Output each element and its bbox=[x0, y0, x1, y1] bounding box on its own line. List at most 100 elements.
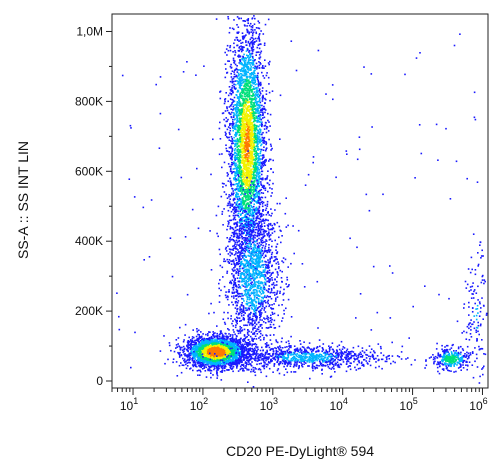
event-dot bbox=[246, 101, 248, 103]
event-dot bbox=[203, 356, 205, 359]
event-dot bbox=[200, 351, 202, 353]
event-dot bbox=[252, 163, 254, 165]
event-dot bbox=[245, 365, 247, 367]
event-dot bbox=[229, 360, 231, 362]
event-dot bbox=[213, 346, 216, 348]
event-dot bbox=[183, 348, 186, 350]
event-dot bbox=[233, 140, 235, 142]
event-dot bbox=[176, 346, 178, 348]
event-dot bbox=[243, 120, 245, 123]
event-dot bbox=[239, 76, 241, 79]
event-dot bbox=[231, 368, 233, 370]
event-dot bbox=[231, 90, 234, 92]
event-dot bbox=[195, 353, 198, 356]
event-dot bbox=[240, 80, 242, 83]
event-dot bbox=[248, 150, 251, 152]
event-dot bbox=[199, 357, 202, 360]
event-dot bbox=[243, 70, 245, 73]
event-dot bbox=[210, 354, 213, 357]
event-dot bbox=[242, 35, 245, 37]
event-dot bbox=[245, 362, 248, 364]
event-dot bbox=[235, 67, 238, 70]
event-dot bbox=[244, 79, 247, 81]
event-dot bbox=[248, 109, 250, 112]
event-dot bbox=[192, 369, 194, 372]
event-dot bbox=[250, 368, 253, 371]
event-dot bbox=[246, 192, 248, 195]
event-dot bbox=[235, 239, 238, 242]
event-dot bbox=[227, 369, 230, 371]
event-dot bbox=[255, 99, 257, 101]
event-dot bbox=[230, 116, 233, 118]
event-dot bbox=[231, 355, 234, 357]
event-dot bbox=[261, 200, 264, 203]
event-dot bbox=[213, 347, 216, 349]
event-dot bbox=[236, 244, 238, 246]
event-dot bbox=[203, 359, 205, 361]
event-dot bbox=[250, 214, 252, 216]
event-dot bbox=[259, 56, 262, 58]
event-dot bbox=[230, 140, 232, 142]
event-dot bbox=[217, 344, 219, 347]
event-dot bbox=[237, 351, 239, 354]
event-dot bbox=[251, 173, 253, 176]
event-dot bbox=[236, 344, 239, 346]
event-dot bbox=[233, 347, 235, 349]
event-dot bbox=[249, 355, 251, 358]
event-dot bbox=[254, 219, 257, 222]
event-dot bbox=[205, 344, 207, 346]
event-dot bbox=[258, 111, 261, 114]
event-dot bbox=[235, 133, 238, 135]
event-dot bbox=[193, 364, 195, 366]
event-dot bbox=[230, 93, 233, 96]
event-dot bbox=[202, 354, 205, 356]
event-dot bbox=[243, 122, 245, 125]
event-dot bbox=[239, 159, 242, 162]
event-dot bbox=[200, 340, 202, 342]
event-dot bbox=[248, 217, 250, 219]
event-dot bbox=[254, 176, 256, 179]
event-dot bbox=[257, 153, 260, 155]
event-dot bbox=[201, 352, 203, 354]
event-dot bbox=[233, 178, 236, 181]
event-dot bbox=[183, 350, 185, 353]
event-dot bbox=[239, 128, 241, 130]
event-dot bbox=[199, 369, 201, 372]
event-dot bbox=[202, 346, 205, 348]
event-dot bbox=[232, 105, 235, 108]
event-dot bbox=[199, 344, 201, 346]
event-dot bbox=[258, 192, 260, 194]
event-dot bbox=[260, 196, 263, 199]
event-dot bbox=[240, 361, 242, 364]
event-dot bbox=[248, 63, 250, 65]
event-dot bbox=[190, 347, 193, 349]
event-dot bbox=[243, 179, 246, 182]
event-dot bbox=[227, 126, 230, 128]
event-dot bbox=[215, 351, 217, 353]
event-dot bbox=[218, 352, 221, 354]
event-dot bbox=[201, 348, 204, 351]
event-dot bbox=[240, 192, 243, 195]
event-dot bbox=[232, 245, 234, 248]
event-dot bbox=[241, 41, 244, 44]
event-dot bbox=[241, 173, 243, 175]
event-dot bbox=[170, 349, 172, 352]
event-dot bbox=[241, 35, 244, 38]
event-dot bbox=[260, 188, 263, 191]
event-dot bbox=[252, 48, 255, 51]
event-dot bbox=[262, 75, 264, 77]
event-dot bbox=[236, 103, 238, 105]
event-dot bbox=[237, 106, 239, 109]
event-dot bbox=[263, 229, 266, 232]
event-dot bbox=[253, 185, 255, 188]
event-dot bbox=[220, 349, 222, 351]
event-dot bbox=[212, 347, 214, 349]
event-dot bbox=[209, 369, 211, 371]
event-dot bbox=[231, 205, 233, 207]
event-dot bbox=[234, 359, 237, 362]
event-dot bbox=[250, 194, 253, 197]
event-dot bbox=[247, 188, 250, 190]
event-dot bbox=[237, 346, 239, 348]
event-dot bbox=[223, 353, 225, 355]
event-dot bbox=[252, 73, 254, 76]
